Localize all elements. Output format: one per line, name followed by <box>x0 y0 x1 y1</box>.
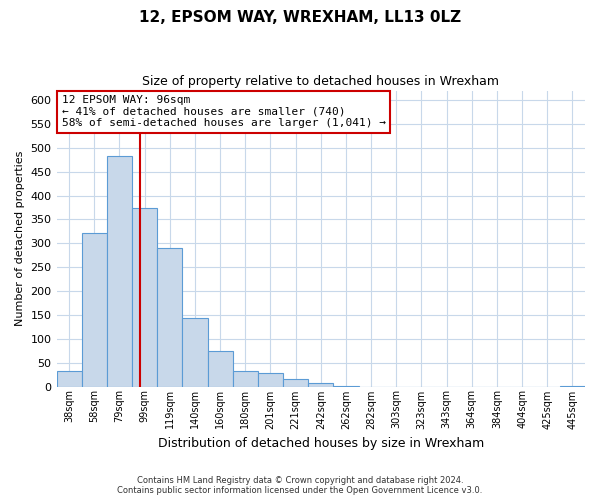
Text: Contains HM Land Registry data © Crown copyright and database right 2024.
Contai: Contains HM Land Registry data © Crown c… <box>118 476 482 495</box>
Bar <box>258 372 283 386</box>
Bar <box>208 350 233 386</box>
X-axis label: Distribution of detached houses by size in Wrexham: Distribution of detached houses by size … <box>158 437 484 450</box>
Bar <box>132 208 157 386</box>
Bar <box>283 379 308 386</box>
Title: Size of property relative to detached houses in Wrexham: Size of property relative to detached ho… <box>142 75 499 88</box>
Text: 12 EPSOM WAY: 96sqm
← 41% of detached houses are smaller (740)
58% of semi-detac: 12 EPSOM WAY: 96sqm ← 41% of detached ho… <box>62 95 386 128</box>
Bar <box>182 318 208 386</box>
Text: 12, EPSOM WAY, WREXHAM, LL13 0LZ: 12, EPSOM WAY, WREXHAM, LL13 0LZ <box>139 10 461 25</box>
Bar <box>308 383 334 386</box>
Bar <box>82 233 107 386</box>
Bar <box>56 371 82 386</box>
Y-axis label: Number of detached properties: Number of detached properties <box>15 151 25 326</box>
Bar <box>233 371 258 386</box>
Bar <box>107 156 132 386</box>
Bar <box>157 248 182 386</box>
